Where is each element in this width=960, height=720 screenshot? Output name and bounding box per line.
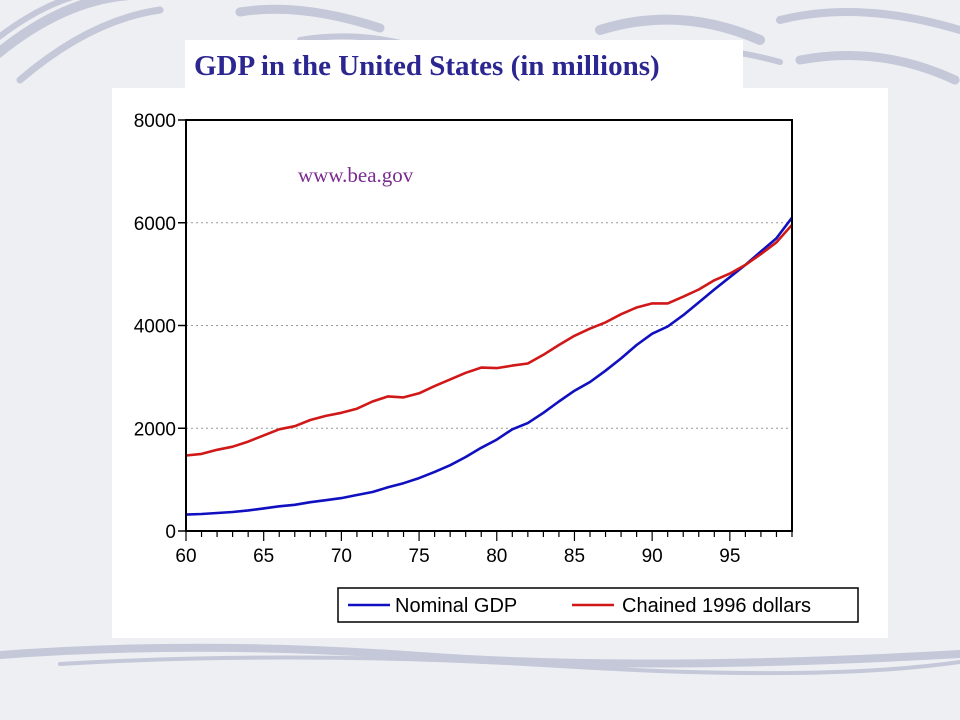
nominal-gdp-line [185, 216, 794, 516]
legend-label: Chained 1996 dollars [622, 595, 811, 617]
x-tick-label: 60 [175, 546, 196, 567]
axis-ticks: 0 2000 4000 6000 8000 60 65 70 75 80 85 90 95 [134, 111, 793, 567]
x-tick-label: 80 [486, 546, 507, 567]
y-tick-label: 4000 [134, 317, 176, 338]
gridlines [186, 222, 792, 429]
y-tick-label: 0 [165, 522, 176, 543]
chart-panel: 0 2000 4000 6000 8000 60 65 70 75 80 85 90 95 www.be… [112, 88, 888, 638]
chained-1996-dollars-line [185, 223, 793, 457]
source-annotation: www.bea.gov [298, 163, 414, 187]
x-tick-label: 85 [564, 546, 585, 567]
legend-label: Nominal GDP [395, 595, 517, 617]
y-tick-label: 8000 [134, 111, 176, 132]
y-tick-label: 2000 [134, 419, 176, 440]
plot-frame [185, 119, 793, 532]
x-tick-label: 75 [409, 546, 430, 567]
gdp-line-chart: 0 2000 4000 6000 8000 60 65 70 75 80 85 90 95 www.be… [134, 111, 859, 623]
series-lines [185, 216, 794, 516]
legend: Nominal GDP Chained 1996 dollars [337, 587, 859, 623]
slide-title: GDP in the United States (in millions) [194, 50, 660, 82]
y-tick-label: 6000 [134, 214, 176, 235]
x-tick-label: 90 [642, 546, 663, 567]
title-box: GDP in the United States (in millions) [185, 40, 743, 90]
x-tick-label: 70 [331, 546, 352, 567]
x-tick-label: 95 [719, 546, 740, 567]
x-tick-label: 65 [253, 546, 274, 567]
